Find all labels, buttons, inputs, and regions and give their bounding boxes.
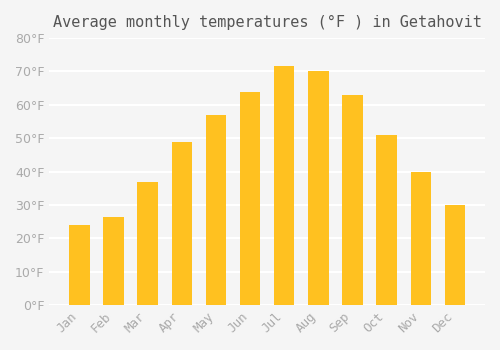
Bar xyxy=(138,182,158,305)
Bar xyxy=(104,217,124,305)
Bar xyxy=(308,71,328,305)
Bar xyxy=(69,225,89,305)
Title: Average monthly temperatures (°F ) in Getahovit: Average monthly temperatures (°F ) in Ge… xyxy=(52,15,482,30)
Bar xyxy=(172,141,192,305)
Bar xyxy=(206,115,226,305)
Bar xyxy=(376,135,397,305)
Bar xyxy=(410,172,431,305)
Bar xyxy=(240,91,260,305)
Bar xyxy=(342,95,363,305)
Bar xyxy=(274,66,294,305)
Bar xyxy=(444,205,465,305)
